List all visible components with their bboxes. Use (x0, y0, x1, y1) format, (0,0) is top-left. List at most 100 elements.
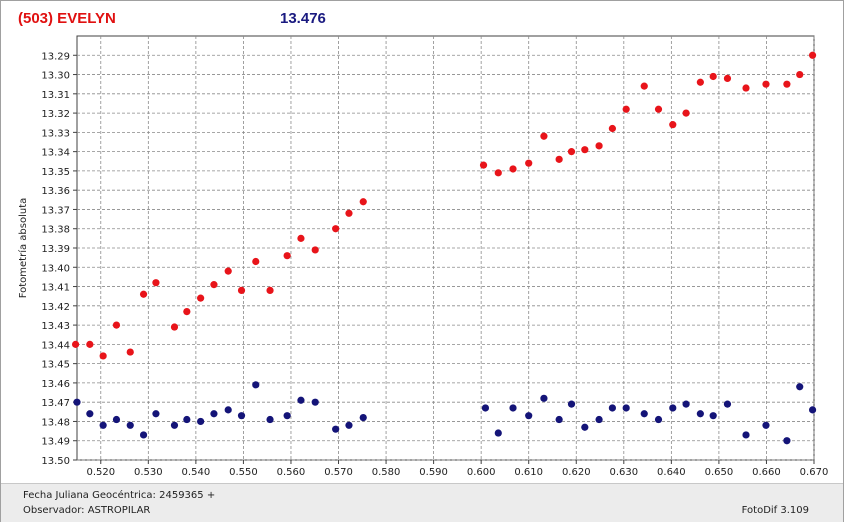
object-data-point (709, 72, 717, 81)
comparison-data-point (139, 431, 148, 439)
object-data-point (494, 169, 502, 177)
comparison-data-point (509, 404, 517, 412)
object-data-point (509, 165, 517, 173)
object-data-point (762, 80, 770, 88)
comparison-data-point (99, 421, 107, 429)
comparison-data-point (283, 412, 291, 420)
object-data-point (567, 148, 576, 156)
comparison-data-point (696, 410, 704, 418)
x-tick-label: 0.580 (372, 467, 401, 478)
object-data-point (224, 267, 232, 275)
y-tick-label: 13.32 (41, 109, 70, 120)
y-tick-label: 13.37 (41, 205, 70, 216)
object-data-point (608, 124, 616, 133)
comparison-data-point (73, 398, 81, 406)
comparison-data-point (345, 421, 353, 429)
object-data-point (139, 290, 148, 298)
x-tick-label: 0.650 (705, 467, 734, 478)
x-tick-label: 0.530 (134, 467, 163, 478)
comparison-data-point (481, 404, 490, 412)
x-tick-label: 0.550 (229, 467, 258, 478)
comparison-data-point (640, 410, 648, 418)
object-data-point (210, 281, 218, 289)
object-data-point (479, 161, 488, 169)
x-tick-label: 0.600 (467, 467, 496, 478)
comparison-data-point (682, 400, 690, 408)
observer-label: Observador: ASTROPILAR (23, 505, 151, 516)
object-data-point (595, 142, 603, 150)
y-tick-label: 13.50 (41, 456, 70, 467)
comparison-data-point (608, 404, 616, 412)
object-data-point (654, 105, 663, 113)
y-tick-label: 13.35 (41, 167, 70, 178)
y-tick-label: 13.36 (41, 186, 70, 197)
object-data-point (332, 225, 340, 233)
comparison-data-point (170, 421, 179, 429)
object-data-point (796, 70, 804, 79)
object-data-point (152, 279, 160, 287)
object-data-point (540, 132, 548, 140)
x-tick-label: 0.660 (752, 467, 781, 478)
status-footer: Fecha Juliana Geocéntrica: 2459365 + Obs… (1, 483, 843, 522)
object-data-point (126, 348, 134, 356)
comparison-data-point (224, 406, 232, 414)
comparison-data-point (622, 404, 630, 412)
comparison-data-point (742, 431, 750, 439)
comparison-data-point (252, 381, 260, 389)
comparison-data-point (567, 400, 576, 408)
comparison-data-point (555, 415, 563, 424)
object-data-point (783, 80, 791, 88)
object-data-point (640, 82, 648, 90)
comparison-data-point (525, 412, 533, 420)
comparison-data-point (540, 394, 548, 402)
x-tick-label: 0.670 (800, 467, 829, 478)
comparison-data-point (359, 414, 367, 422)
y-tick-label: 13.48 (41, 417, 70, 428)
y-tick-label: 13.49 (41, 437, 70, 448)
comparison-data-point (297, 396, 305, 404)
x-tick-label: 0.630 (609, 467, 638, 478)
y-tick-label: 13.39 (41, 244, 70, 255)
software-label: FotoDif 3.109 (741, 505, 809, 516)
y-tick-label: 13.42 (41, 302, 70, 313)
comparison-data-point (723, 400, 732, 408)
x-tick-label: 0.560 (277, 467, 306, 478)
object-data-point (581, 146, 589, 154)
comparison-data-point (311, 398, 319, 406)
object-data-point (112, 321, 121, 329)
object-data-point (555, 155, 563, 163)
object-data-point (86, 340, 94, 348)
y-tick-label: 13.29 (41, 51, 70, 62)
comparison-data-point (126, 421, 134, 429)
y-tick-label: 13.44 (41, 340, 70, 351)
y-axis-label: Fotometría absoluta (17, 198, 29, 299)
object-data-point (742, 84, 750, 92)
mean-magnitude: 13.476 (280, 10, 326, 27)
comparison-data-point (595, 415, 603, 424)
y-tick-label: 13.40 (41, 263, 70, 274)
y-tick-label: 13.38 (41, 225, 70, 236)
object-data-point (71, 340, 80, 348)
object-data-point (525, 159, 533, 167)
object-data-point (237, 286, 246, 294)
object-data-point (311, 246, 319, 254)
object-data-point (622, 105, 630, 113)
x-tick-label: 0.590 (419, 467, 448, 478)
object-data-point (682, 109, 690, 117)
x-tick-label: 0.620 (562, 467, 591, 478)
object-data-point (283, 252, 291, 260)
comparison-data-point (783, 437, 791, 445)
comparison-data-point (494, 429, 502, 437)
object-data-point (170, 323, 179, 331)
comparison-data-point (237, 412, 246, 420)
comparison-data-point (654, 415, 663, 424)
comparison-data-point (183, 415, 191, 424)
object-data-point (252, 257, 260, 266)
comparison-data-point (210, 410, 218, 418)
y-tick-label: 13.46 (41, 379, 70, 390)
comparison-data-point (266, 415, 274, 424)
object-data-point (297, 234, 305, 242)
comparison-data-point (669, 404, 677, 412)
y-tick-label: 13.43 (41, 321, 70, 332)
x-tick-label: 0.520 (86, 467, 115, 478)
